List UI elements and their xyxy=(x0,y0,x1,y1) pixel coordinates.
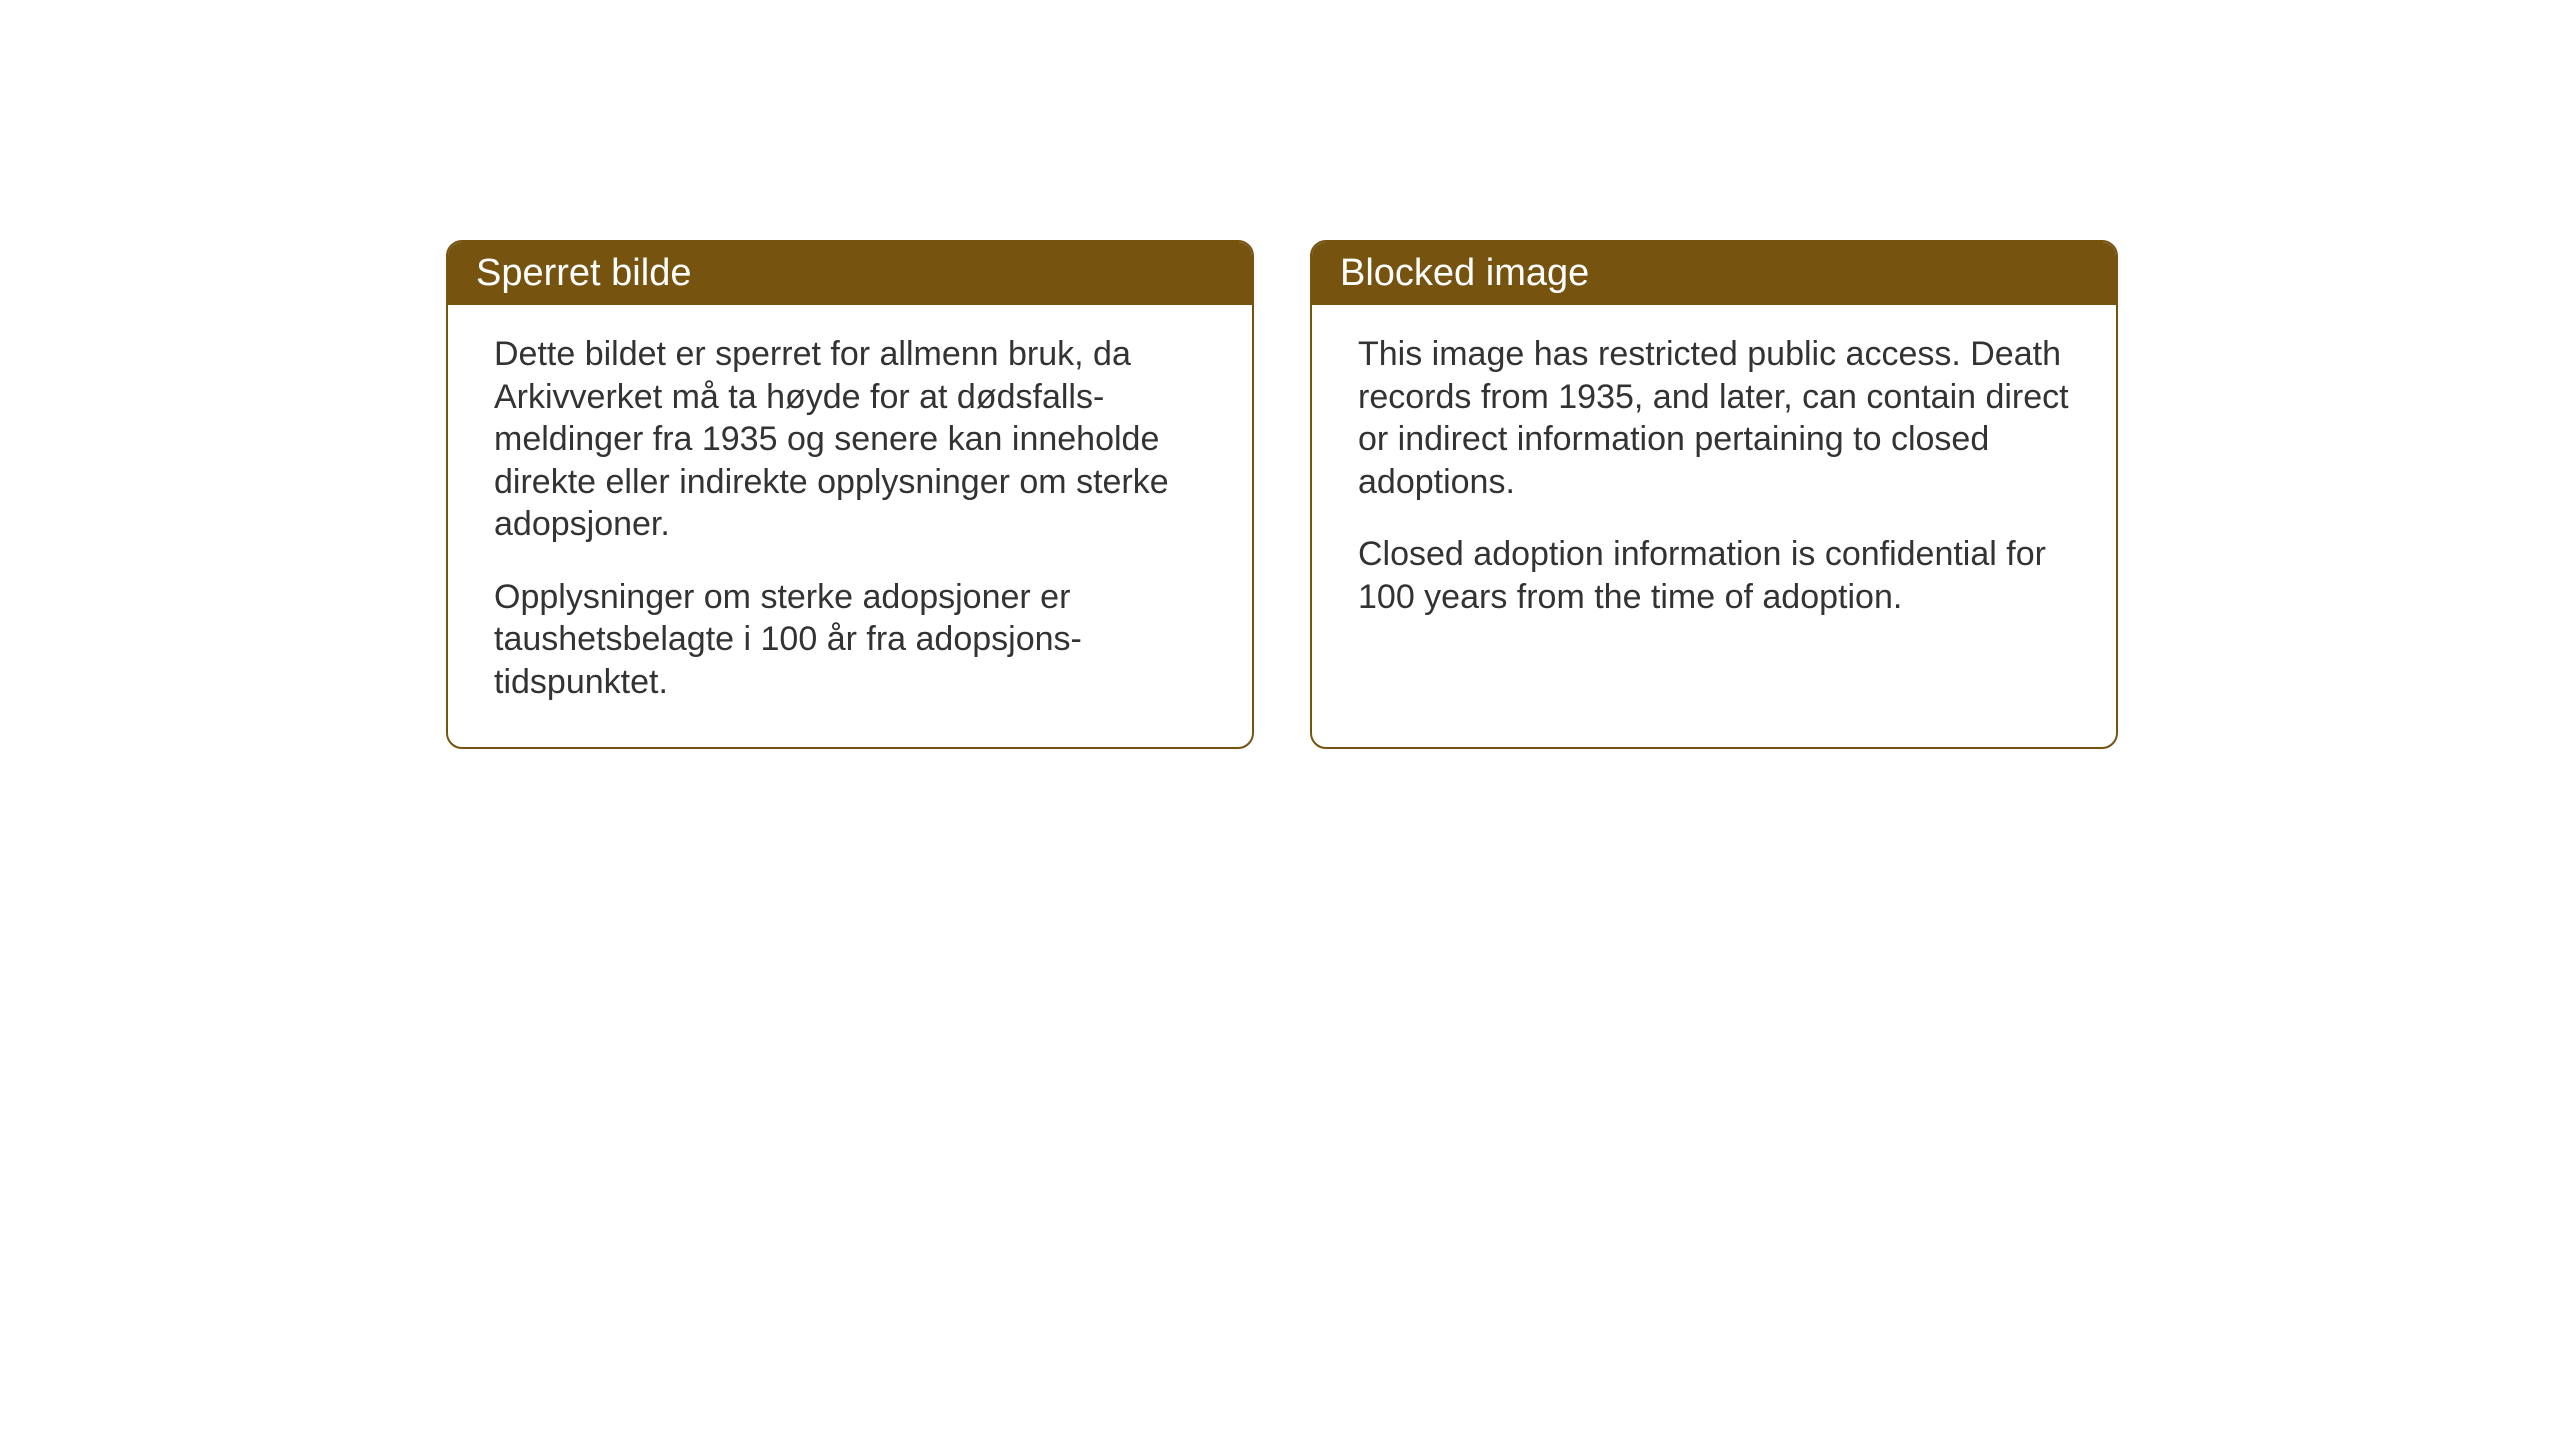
norwegian-paragraph-2: Opplysninger om sterke adopsjoner er tau… xyxy=(494,576,1206,704)
english-paragraph-1: This image has restricted public access.… xyxy=(1358,333,2070,503)
english-paragraph-2: Closed adoption information is confident… xyxy=(1358,533,2070,618)
norwegian-card-title: Sperret bilde xyxy=(448,242,1252,305)
english-notice-card: Blocked image This image has restricted … xyxy=(1310,240,2118,749)
notice-cards-container: Sperret bilde Dette bildet er sperret fo… xyxy=(446,240,2118,749)
english-card-body: This image has restricted public access.… xyxy=(1312,305,2116,662)
norwegian-paragraph-1: Dette bildet er sperret for allmenn bruk… xyxy=(494,333,1206,546)
english-card-title: Blocked image xyxy=(1312,242,2116,305)
norwegian-card-body: Dette bildet er sperret for allmenn bruk… xyxy=(448,305,1252,747)
norwegian-notice-card: Sperret bilde Dette bildet er sperret fo… xyxy=(446,240,1254,749)
